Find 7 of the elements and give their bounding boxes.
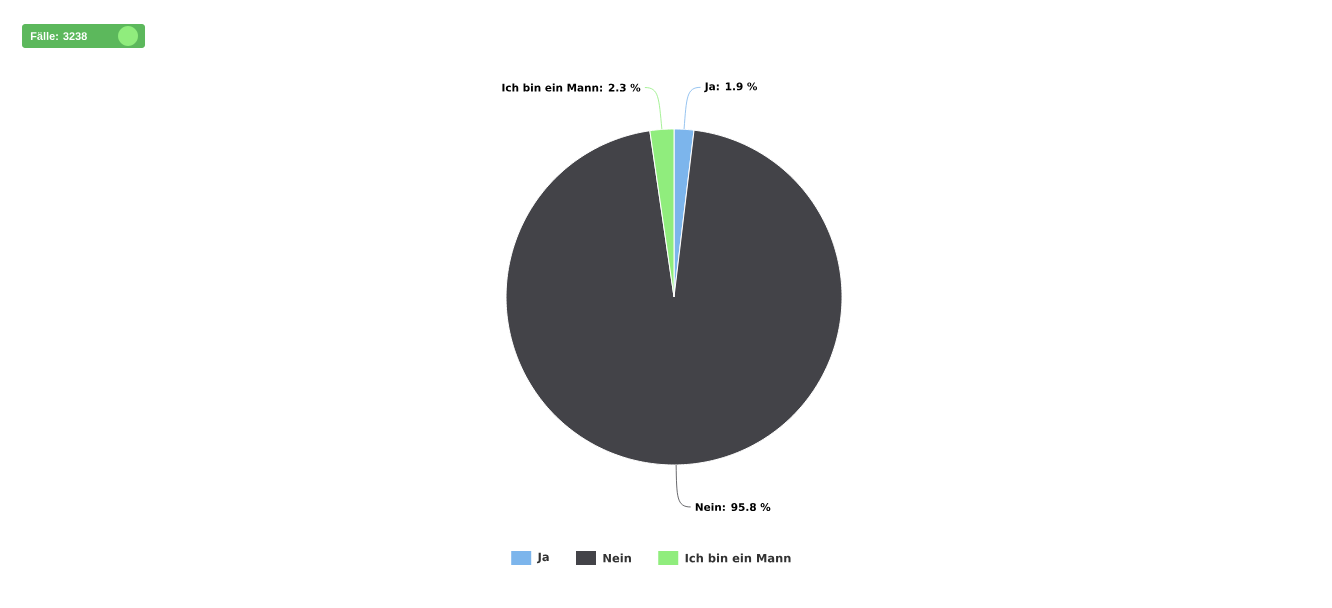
legend-label: Ja: [536, 552, 549, 564]
data-label: Nein: 95.8 %: [695, 502, 771, 511]
data-label: Ja: 1.9 %: [704, 82, 758, 93]
data-label: Ich bin ein Mann: 2.3 %: [502, 83, 641, 92]
legend-label: Nein: [603, 553, 631, 563]
text: Fälle: 3238: [30, 31, 87, 41]
legend-label: Ich bin ein Mann: [685, 553, 791, 563]
